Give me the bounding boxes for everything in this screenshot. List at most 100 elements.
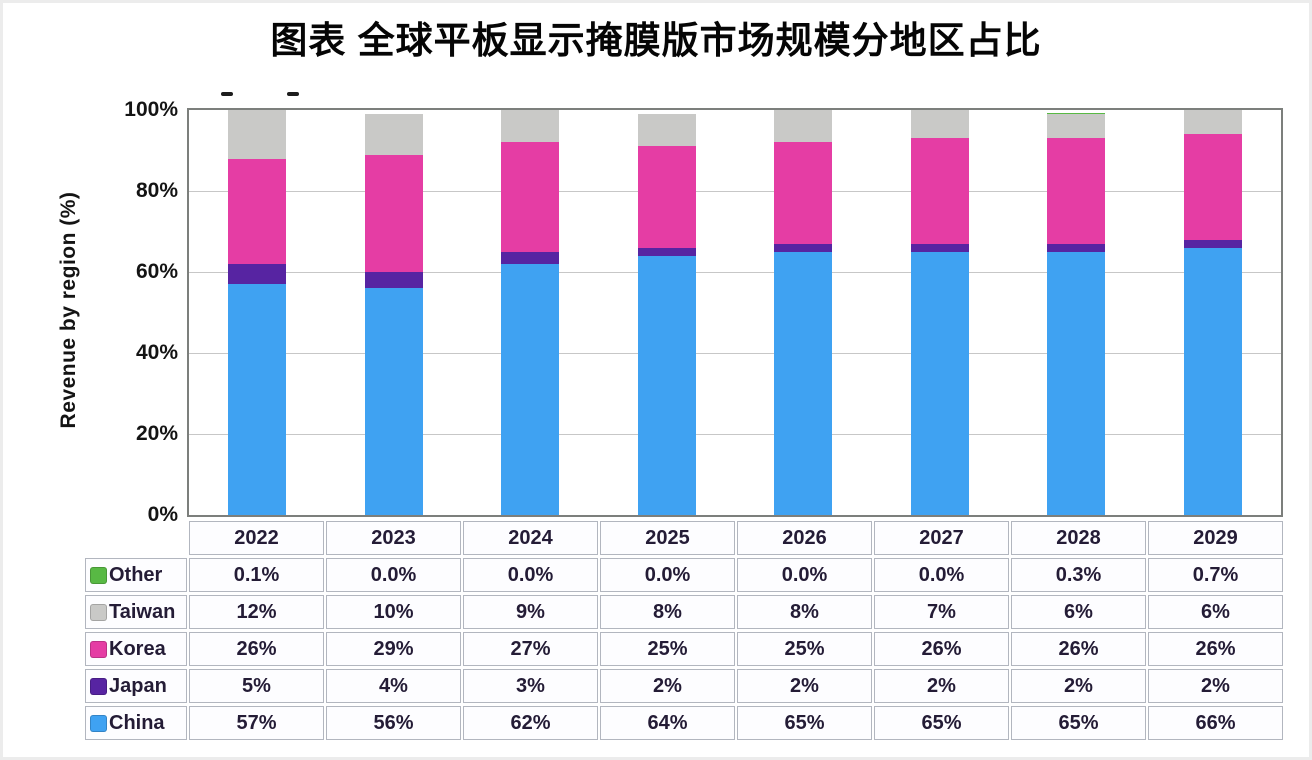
value-cell-china: 65% xyxy=(1011,706,1146,740)
bar-segment-japan-2022 xyxy=(228,263,287,285)
bar-segment-taiwan-2024 xyxy=(501,110,560,143)
value-cell-korea: 26% xyxy=(189,632,324,666)
bar-segment-japan-2027 xyxy=(910,243,969,252)
bar-segment-china-2022 xyxy=(228,284,287,515)
bar-segment-taiwan-2028 xyxy=(1047,114,1106,139)
year-header-cell: 2025 xyxy=(600,521,735,555)
value-cell-china: 64% xyxy=(600,706,735,740)
legend-label: China xyxy=(109,711,165,734)
bar-segment-taiwan-2026 xyxy=(774,110,833,143)
bar-segment-china-2026 xyxy=(774,251,833,515)
y-tick-label: 80% xyxy=(135,179,178,202)
bar-segment-china-2025 xyxy=(637,255,696,515)
taiwan-legend-chip xyxy=(90,603,107,621)
value-cell-other: 0.0% xyxy=(737,558,872,592)
legend-label: Other xyxy=(109,563,163,586)
bar-segment-korea-2024 xyxy=(501,142,560,252)
gridline xyxy=(189,272,1281,273)
value-cell-japan: 5% xyxy=(189,669,324,703)
value-cell-taiwan: 8% xyxy=(600,595,735,629)
bar-segment-other-2028 xyxy=(1047,112,1106,115)
value-cell-taiwan: 7% xyxy=(874,595,1009,629)
year-header-cell: 2028 xyxy=(1011,521,1146,555)
bar-segment-taiwan-2029 xyxy=(1183,110,1242,135)
y-tick-label: 100% xyxy=(124,98,178,121)
bar-column-2025 xyxy=(637,110,696,515)
year-header-cell: 2026 xyxy=(737,521,872,555)
bar-segment-japan-2024 xyxy=(501,251,560,264)
bar-column-2029 xyxy=(1183,110,1242,515)
value-cell-korea: 25% xyxy=(600,632,735,666)
bar-segment-korea-2027 xyxy=(910,138,969,244)
year-header-cell: 2027 xyxy=(874,521,1009,555)
value-cell-korea: 26% xyxy=(874,632,1009,666)
bar-segment-japan-2026 xyxy=(774,243,833,252)
value-cell-taiwan: 6% xyxy=(1148,595,1283,629)
bar-segment-taiwan-2025 xyxy=(637,114,696,147)
plot-area xyxy=(187,108,1283,517)
value-cell-other: 0.0% xyxy=(874,558,1009,592)
value-cell-other: 0.7% xyxy=(1148,558,1283,592)
bar-segment-korea-2023 xyxy=(364,154,423,272)
bar-column-2027 xyxy=(910,110,969,515)
y-tick-label: 60% xyxy=(135,260,178,283)
bar-segment-china-2023 xyxy=(364,288,423,515)
plot-inner xyxy=(189,110,1281,515)
bar-segment-korea-2025 xyxy=(637,146,696,248)
bar-segment-taiwan-2023 xyxy=(364,114,423,155)
legend-cell-japan: Japan xyxy=(85,669,187,703)
other-legend-chip xyxy=(90,566,107,584)
legend-artifact-dash xyxy=(287,92,299,96)
legend-label: Japan xyxy=(109,674,167,697)
value-cell-korea: 26% xyxy=(1011,632,1146,666)
y-tick-label: 20% xyxy=(135,422,178,445)
year-header-cell: 2023 xyxy=(326,521,461,555)
legend-label: Korea xyxy=(109,637,166,660)
value-cell-other: 0.0% xyxy=(463,558,598,592)
value-cell-china: 62% xyxy=(463,706,598,740)
data-table: 2022 2023 2024 2025 2026 2027 2028 2029 Other 0.1… xyxy=(85,521,1283,740)
legend-cell-other: Other xyxy=(85,558,187,592)
value-cell-taiwan: 10% xyxy=(326,595,461,629)
bar-column-2023 xyxy=(364,110,423,515)
value-cell-china: 66% xyxy=(1148,706,1283,740)
bar-segment-china-2024 xyxy=(501,263,560,515)
value-cell-korea: 29% xyxy=(326,632,461,666)
value-cell-taiwan: 6% xyxy=(1011,595,1146,629)
value-cell-korea: 26% xyxy=(1148,632,1283,666)
bar-segment-japan-2023 xyxy=(364,272,423,289)
bar-segment-china-2028 xyxy=(1047,251,1106,515)
legend-cell-china: China xyxy=(85,706,187,740)
value-cell-taiwan: 9% xyxy=(463,595,598,629)
legend-artifact-dash xyxy=(221,92,233,96)
bar-segment-japan-2028 xyxy=(1047,243,1106,252)
y-tick-label: 0% xyxy=(147,503,178,526)
value-cell-china: 65% xyxy=(874,706,1009,740)
bar-segment-taiwan-2022 xyxy=(228,110,287,159)
value-cell-taiwan: 8% xyxy=(737,595,872,629)
bar-segment-taiwan-2027 xyxy=(910,110,969,139)
value-cell-korea: 25% xyxy=(737,632,872,666)
gridline xyxy=(189,353,1281,354)
value-cell-other: 0.0% xyxy=(326,558,461,592)
value-cell-korea: 27% xyxy=(463,632,598,666)
bar-column-2024 xyxy=(501,110,560,515)
value-cell-japan: 3% xyxy=(463,669,598,703)
bar-segment-korea-2028 xyxy=(1047,138,1106,244)
y-tick-label: 40% xyxy=(135,341,178,364)
gridline xyxy=(189,434,1281,435)
value-cell-japan: 2% xyxy=(1148,669,1283,703)
table-corner-blank xyxy=(85,521,187,555)
value-cell-china: 65% xyxy=(737,706,872,740)
korea-legend-chip xyxy=(90,640,107,658)
value-cell-japan: 2% xyxy=(1011,669,1146,703)
bar-column-2028 xyxy=(1047,110,1106,515)
value-cell-japan: 2% xyxy=(600,669,735,703)
bar-segment-china-2027 xyxy=(910,251,969,515)
value-cell-japan: 2% xyxy=(874,669,1009,703)
china-legend-chip xyxy=(90,714,107,732)
year-header-cell: 2029 xyxy=(1148,521,1283,555)
year-header-cell: 2024 xyxy=(463,521,598,555)
legend-label: Taiwan xyxy=(109,600,176,623)
legend-cell-korea: Korea xyxy=(85,632,187,666)
